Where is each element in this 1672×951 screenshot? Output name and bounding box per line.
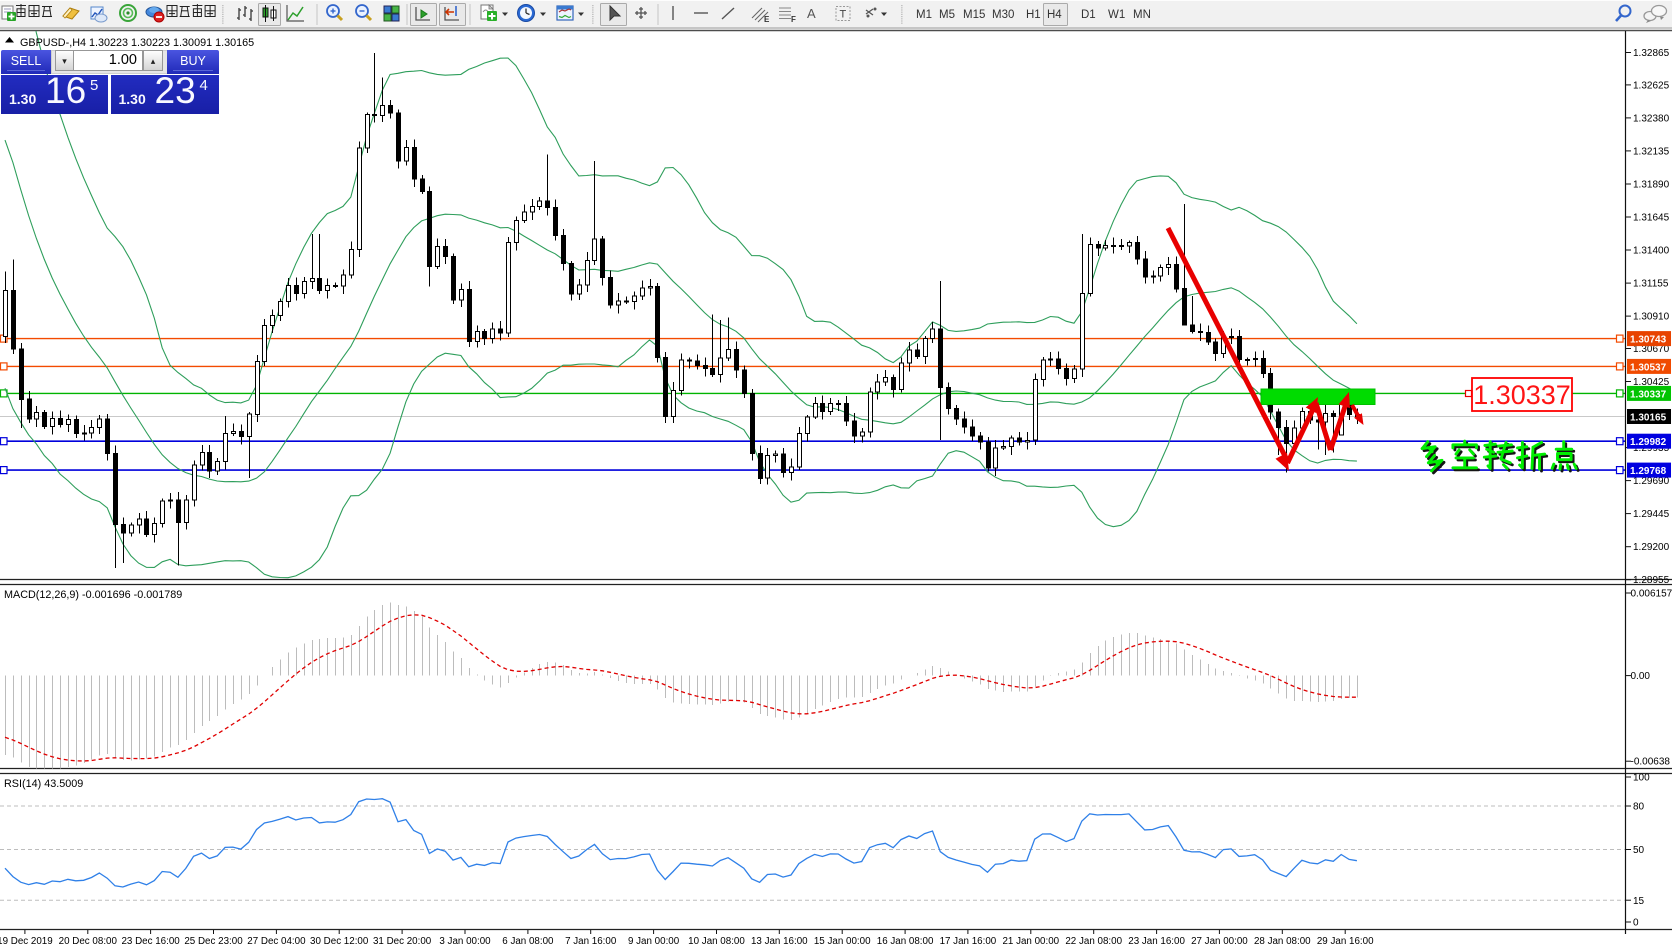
svg-text:A: A — [807, 6, 816, 21]
svg-text:1.30425: 1.30425 — [1633, 377, 1670, 388]
svg-text:1.29690: 1.29690 — [1633, 476, 1670, 487]
svg-text:1.30537: 1.30537 — [1630, 362, 1667, 373]
svg-text:1.30337: 1.30337 — [1630, 389, 1667, 400]
svg-text:15 Jan 00:00: 15 Jan 00:00 — [814, 936, 871, 947]
svg-text:50: 50 — [1633, 845, 1645, 856]
svg-text:1.31645: 1.31645 — [1633, 213, 1670, 224]
svg-text:MN: MN — [1133, 9, 1151, 21]
svg-text:30 Dec 12:00: 30 Dec 12:00 — [310, 936, 369, 947]
svg-text:M15: M15 — [963, 9, 985, 21]
svg-text:16 Jan 08:00: 16 Jan 08:00 — [877, 936, 934, 947]
svg-text:GBPUSD-,H4 1.30223 1.30223 1.: GBPUSD-,H4 1.30223 1.30223 1.30091 1.301… — [20, 37, 254, 49]
svg-text:0.00: 0.00 — [1631, 671, 1651, 682]
svg-text:19 Dec 2019: 19 Dec 2019 — [0, 936, 53, 947]
svg-text:H4: H4 — [1047, 9, 1062, 21]
svg-text:D1: D1 — [1081, 9, 1096, 21]
svg-text:21 Jan 00:00: 21 Jan 00:00 — [1002, 936, 1059, 947]
svg-text:1.30165: 1.30165 — [1630, 413, 1667, 424]
svg-text:25 Dec 23:00: 25 Dec 23:00 — [184, 936, 243, 947]
svg-text:1.32135: 1.32135 — [1633, 146, 1670, 157]
svg-text:31 Dec 20:00: 31 Dec 20:00 — [373, 936, 432, 947]
svg-text:T: T — [840, 9, 847, 21]
svg-text:M5: M5 — [939, 9, 955, 21]
svg-text:1.31890: 1.31890 — [1633, 180, 1670, 191]
svg-text:W1: W1 — [1108, 9, 1125, 21]
svg-text:M1: M1 — [916, 9, 932, 21]
svg-text:M30: M30 — [992, 9, 1014, 21]
svg-text:20 Dec 08:00: 20 Dec 08:00 — [59, 936, 118, 947]
svg-text:10 Jan 08:00: 10 Jan 08:00 — [688, 936, 745, 947]
svg-text:13 Jan 16:00: 13 Jan 16:00 — [751, 936, 808, 947]
svg-text:-0.00638: -0.00638 — [1631, 757, 1671, 768]
svg-text:E: E — [764, 15, 770, 24]
svg-text:1.29982: 1.29982 — [1630, 437, 1667, 448]
svg-text:1.32380: 1.32380 — [1633, 113, 1670, 124]
svg-text:23 Jan 16:00: 23 Jan 16:00 — [1128, 936, 1185, 947]
svg-text:15: 15 — [1633, 896, 1645, 907]
svg-text:1.30743: 1.30743 — [1630, 335, 1667, 346]
svg-text:0.006157: 0.006157 — [1631, 589, 1672, 600]
svg-text:23 Dec 16:00: 23 Dec 16:00 — [121, 936, 180, 947]
svg-text:9 Jan 00:00: 9 Jan 00:00 — [628, 936, 680, 947]
svg-text:1.29200: 1.29200 — [1633, 542, 1670, 553]
svg-text:1.31155: 1.31155 — [1633, 279, 1669, 290]
svg-text:1.32865: 1.32865 — [1633, 48, 1670, 59]
svg-text:1.29768: 1.29768 — [1630, 466, 1667, 477]
svg-text:28 Jan 08:00: 28 Jan 08:00 — [1254, 936, 1311, 947]
svg-text:MACD(12,26,9) -0.001696 -0.001: MACD(12,26,9) -0.001696 -0.001789 — [4, 589, 182, 601]
svg-text:6 Jan 08:00: 6 Jan 08:00 — [502, 936, 554, 947]
svg-text:27 Dec 04:00: 27 Dec 04:00 — [247, 936, 306, 947]
svg-text:0: 0 — [1633, 918, 1639, 929]
svg-text:17 Jan 16:00: 17 Jan 16:00 — [940, 936, 997, 947]
svg-text:80: 80 — [1633, 802, 1645, 813]
svg-text:7 Jan 16:00: 7 Jan 16:00 — [565, 936, 617, 947]
svg-text:1.32625: 1.32625 — [1633, 80, 1670, 91]
svg-text:100: 100 — [1633, 773, 1650, 784]
svg-text:1.30910: 1.30910 — [1633, 312, 1670, 323]
svg-text:H1: H1 — [1026, 9, 1041, 21]
svg-text:1.29445: 1.29445 — [1633, 509, 1670, 520]
svg-text:3 Jan 00:00: 3 Jan 00:00 — [439, 936, 491, 947]
svg-text:1.31400: 1.31400 — [1633, 246, 1670, 257]
svg-text:1.30337: 1.30337 — [1473, 380, 1571, 410]
svg-text:27 Jan 00:00: 27 Jan 00:00 — [1191, 936, 1248, 947]
svg-text:F: F — [791, 15, 796, 24]
svg-text:1.30670: 1.30670 — [1633, 344, 1670, 355]
svg-text:1.28955: 1.28955 — [1633, 575, 1670, 586]
svg-text:22 Jan 08:00: 22 Jan 08:00 — [1065, 936, 1122, 947]
svg-text:RSI(14) 43.5009: RSI(14) 43.5009 — [4, 778, 83, 790]
svg-text:29 Jan 16:00: 29 Jan 16:00 — [1317, 936, 1374, 947]
